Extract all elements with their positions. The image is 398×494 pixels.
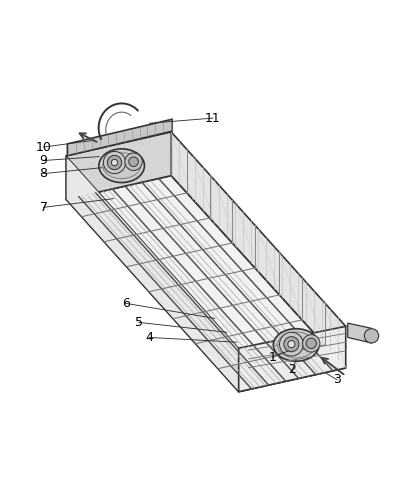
Text: 7: 7 bbox=[39, 201, 47, 214]
Ellipse shape bbox=[273, 329, 319, 361]
Text: 6: 6 bbox=[122, 297, 130, 310]
Circle shape bbox=[302, 334, 320, 352]
Circle shape bbox=[365, 329, 378, 343]
Polygon shape bbox=[66, 175, 346, 392]
Text: 11: 11 bbox=[205, 112, 221, 124]
Text: 1: 1 bbox=[268, 351, 276, 364]
Circle shape bbox=[284, 336, 299, 352]
Text: 4: 4 bbox=[146, 331, 153, 344]
Text: 8: 8 bbox=[39, 167, 47, 180]
Circle shape bbox=[129, 157, 139, 166]
Circle shape bbox=[288, 340, 295, 348]
Polygon shape bbox=[66, 156, 239, 392]
Text: 10: 10 bbox=[35, 141, 51, 154]
Circle shape bbox=[125, 153, 142, 170]
Polygon shape bbox=[239, 327, 346, 392]
Circle shape bbox=[111, 160, 118, 165]
Polygon shape bbox=[171, 132, 346, 368]
Text: 2: 2 bbox=[288, 364, 296, 376]
Polygon shape bbox=[67, 119, 172, 156]
Ellipse shape bbox=[99, 149, 144, 183]
Polygon shape bbox=[348, 323, 371, 343]
Circle shape bbox=[107, 156, 122, 169]
Circle shape bbox=[306, 338, 316, 349]
Polygon shape bbox=[66, 132, 171, 200]
Text: 5: 5 bbox=[135, 316, 143, 329]
Text: 9: 9 bbox=[39, 154, 47, 167]
Text: 3: 3 bbox=[333, 373, 341, 386]
Circle shape bbox=[103, 152, 126, 173]
Circle shape bbox=[279, 332, 303, 356]
